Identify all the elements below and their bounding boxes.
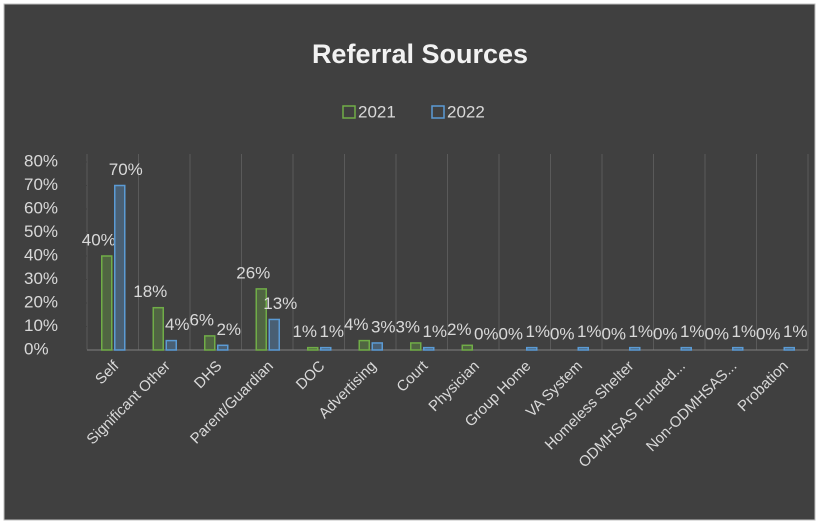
data-label: 40% bbox=[82, 230, 116, 249]
data-label: 0% bbox=[653, 324, 678, 343]
data-label: 4% bbox=[344, 315, 369, 334]
bar bbox=[320, 346, 332, 351]
bar bbox=[423, 346, 435, 351]
data-label: 26% bbox=[236, 263, 270, 282]
data-label: 13% bbox=[263, 294, 297, 313]
bar bbox=[217, 344, 229, 351]
data-label: 3% bbox=[395, 317, 420, 336]
data-label: 4% bbox=[165, 315, 190, 334]
y-tick-label: 80% bbox=[24, 151, 58, 170]
data-label: 6% bbox=[189, 310, 214, 329]
bar bbox=[783, 346, 795, 351]
y-tick-label: 50% bbox=[24, 222, 58, 241]
bar bbox=[461, 344, 473, 351]
y-tick-label: 70% bbox=[24, 175, 58, 194]
data-label: 1% bbox=[731, 322, 756, 341]
data-label: 18% bbox=[133, 282, 167, 301]
data-label: 1% bbox=[525, 322, 550, 341]
legend-swatch bbox=[342, 105, 356, 119]
bar bbox=[680, 346, 692, 351]
data-label: 70% bbox=[109, 160, 143, 179]
y-tick-label: 0% bbox=[24, 339, 49, 358]
data-label: 1% bbox=[319, 322, 344, 341]
data-label: 1% bbox=[628, 322, 653, 341]
bar bbox=[165, 339, 177, 351]
data-label: 0% bbox=[550, 324, 575, 343]
bar bbox=[114, 184, 126, 351]
y-tick-label: 30% bbox=[24, 269, 58, 288]
bar bbox=[307, 346, 319, 351]
legend-swatch bbox=[431, 105, 445, 119]
data-label: 1% bbox=[680, 322, 705, 341]
y-tick-label: 10% bbox=[24, 316, 58, 335]
y-tick-label: 40% bbox=[24, 245, 58, 264]
data-label: 0% bbox=[704, 324, 729, 343]
data-label: 0% bbox=[474, 324, 499, 343]
bar bbox=[204, 335, 216, 351]
data-label: 3% bbox=[371, 317, 396, 336]
bar bbox=[410, 342, 422, 351]
chart-title: Referral Sources bbox=[312, 39, 528, 69]
bar bbox=[358, 339, 370, 351]
bar bbox=[629, 346, 641, 351]
bar bbox=[577, 346, 589, 351]
bar bbox=[526, 346, 538, 351]
data-label: 0% bbox=[498, 324, 523, 343]
data-label: 2% bbox=[216, 320, 241, 339]
y-tick-label: 20% bbox=[24, 292, 58, 311]
bar bbox=[732, 346, 744, 351]
data-label: 2% bbox=[447, 320, 472, 339]
bar bbox=[268, 318, 280, 351]
data-label: 1% bbox=[577, 322, 602, 341]
data-label: 1% bbox=[783, 322, 808, 341]
legend-label: 2021 bbox=[358, 102, 396, 121]
bar bbox=[101, 255, 113, 351]
chart-frame bbox=[3, 3, 816, 521]
legend-label: 2022 bbox=[447, 102, 485, 121]
bar bbox=[152, 306, 164, 351]
data-label: 1% bbox=[292, 322, 317, 341]
data-label: 1% bbox=[422, 322, 447, 341]
y-tick-label: 60% bbox=[24, 198, 58, 217]
bar bbox=[371, 342, 383, 351]
data-label: 0% bbox=[756, 324, 781, 343]
data-label: 0% bbox=[601, 324, 626, 343]
bar bbox=[255, 288, 267, 351]
